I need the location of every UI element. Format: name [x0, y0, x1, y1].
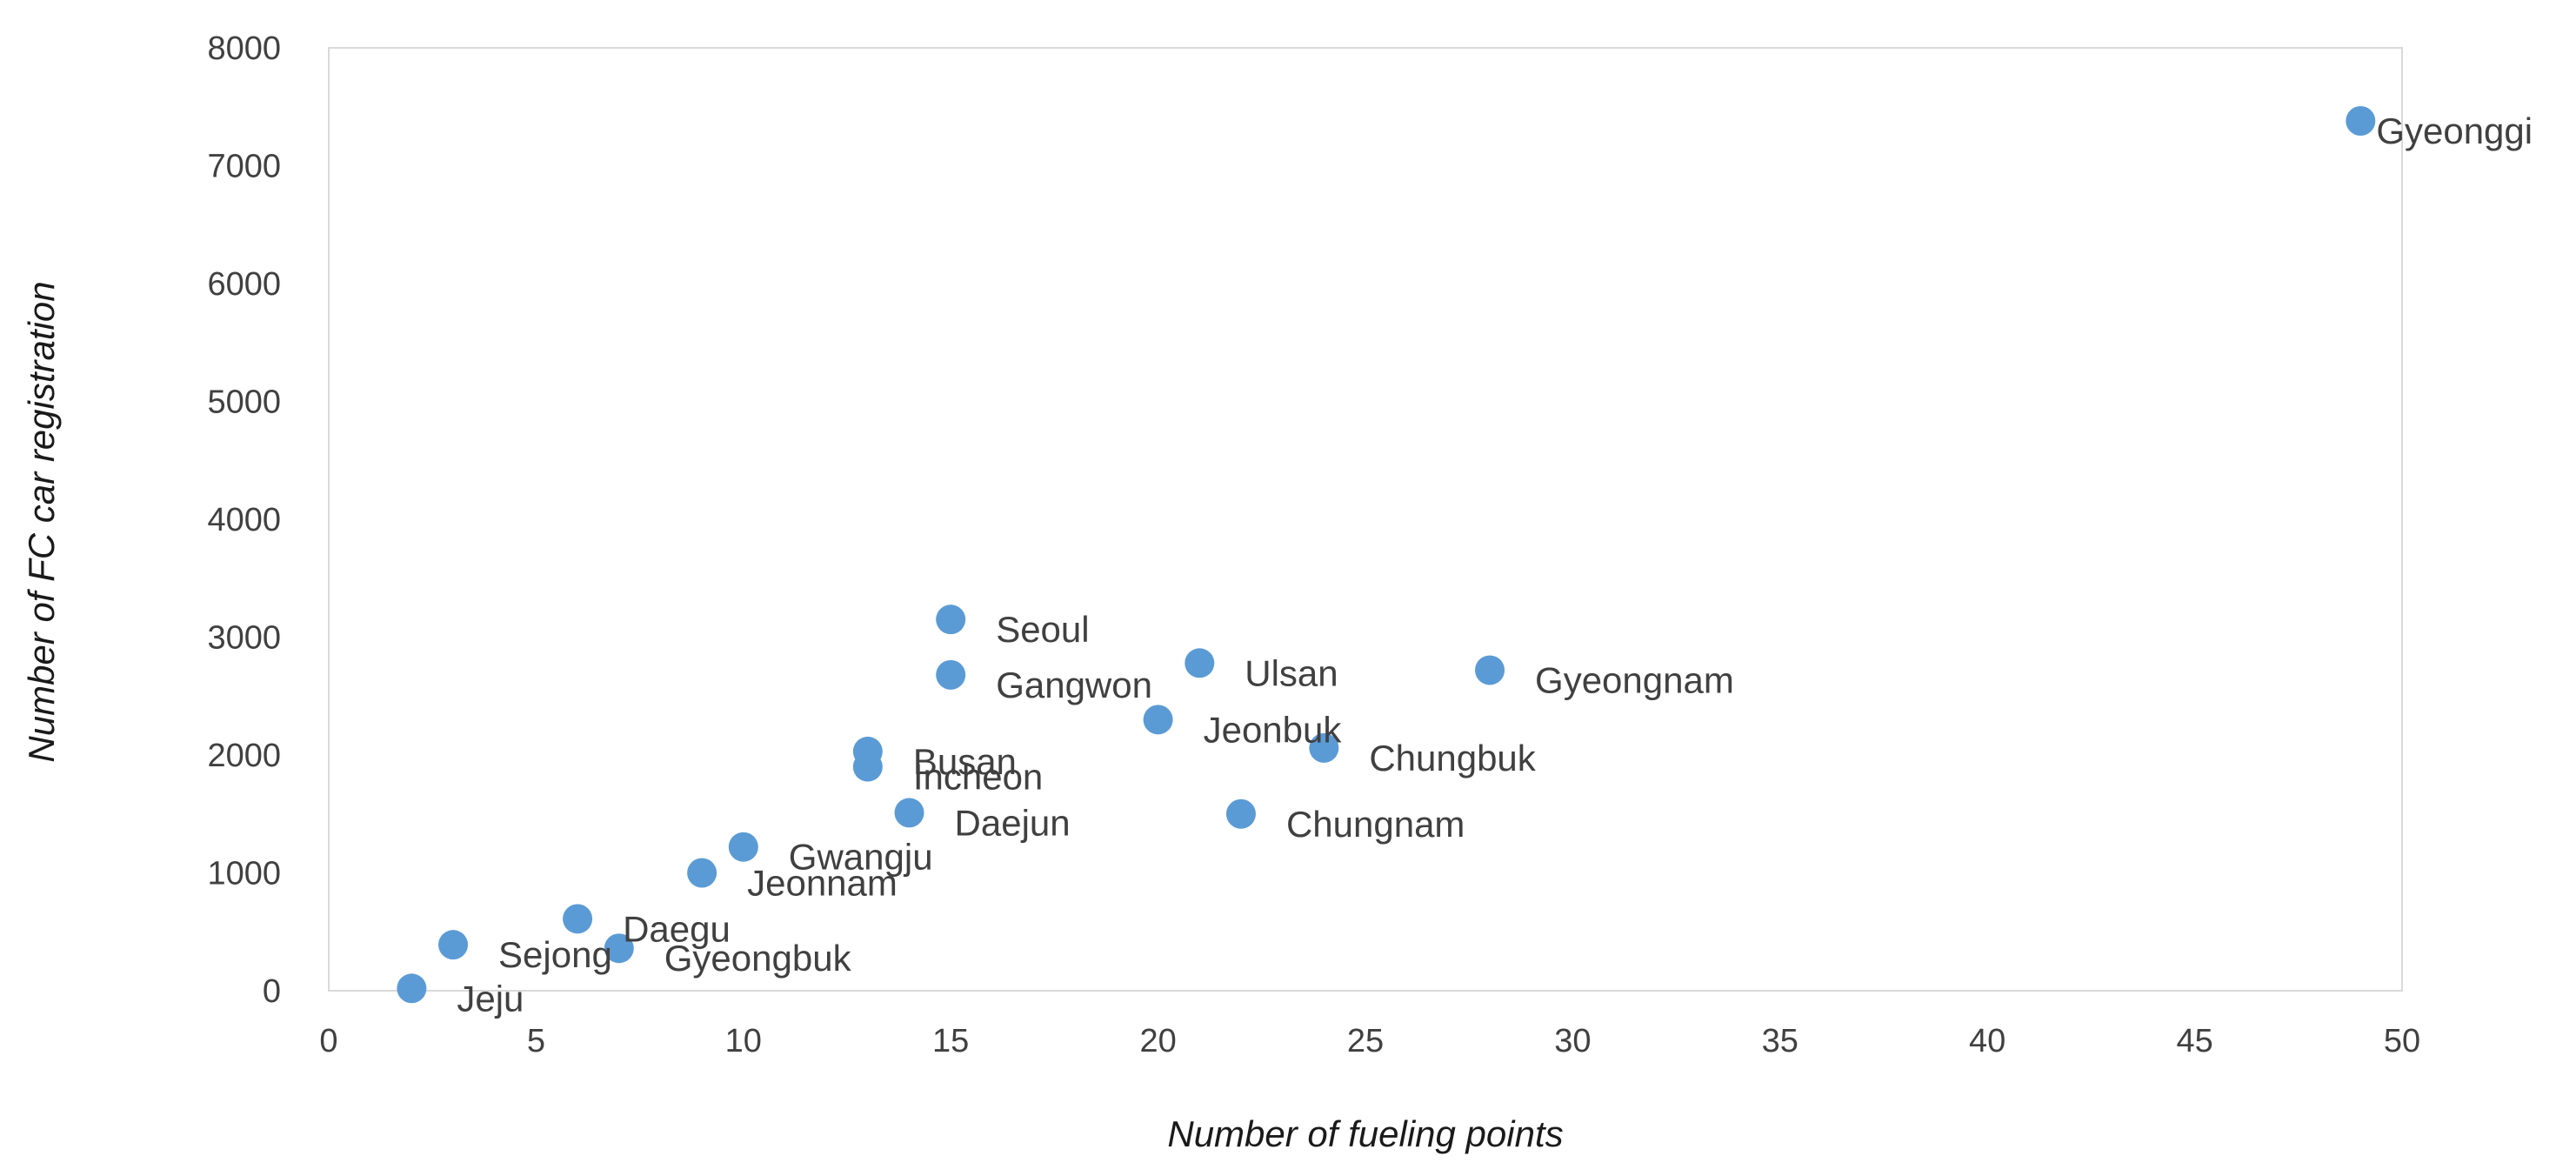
x-tick-label: 20: [1139, 1023, 1176, 1059]
y-tick-label: 8000: [207, 30, 281, 67]
y-tick-label: 5000: [207, 384, 281, 421]
y-tick-label: 7000: [207, 149, 281, 185]
x-tick-label: 35: [1762, 1023, 1799, 1059]
data-label-chungnam: Chungnam: [1286, 804, 1465, 845]
data-point-jeonnam: [687, 858, 717, 888]
data-point-daegu: [563, 904, 593, 934]
x-axis-title: Number of fueling points: [1167, 1113, 1563, 1154]
data-label-jeonbuk: Jeonbuk: [1204, 709, 1343, 750]
y-tick-label: 1000: [207, 856, 281, 892]
data-label-gyeongnam: Gyeongnam: [1535, 659, 1734, 700]
data-label-gangwon: Gangwon: [996, 665, 1152, 705]
data-label-seoul: Seoul: [996, 609, 1089, 650]
x-tick-label: 25: [1347, 1023, 1384, 1059]
data-point-gyeongnam: [1475, 655, 1505, 685]
plot-area-frame: [328, 47, 2403, 992]
x-tick-label: 10: [725, 1023, 762, 1059]
data-label-ulsan: Ulsan: [1245, 652, 1338, 693]
data-point-daejun: [894, 798, 924, 828]
data-label-incheon: Incheon: [913, 757, 1043, 798]
data-label-gyeongbuk: Gyeongbuk: [664, 938, 852, 979]
data-point-gwangju: [728, 832, 758, 862]
data-point-incheon: [852, 752, 883, 782]
x-tick-label: 40: [1969, 1023, 2005, 1059]
data-point-chungnam: [1225, 798, 1256, 829]
y-tick-label: 3000: [207, 620, 281, 657]
data-point-jeonbuk: [1143, 705, 1173, 735]
x-tick-label: 45: [2176, 1023, 2212, 1059]
x-tick-label: 30: [1554, 1023, 1591, 1059]
data-point-chungbuk: [1309, 732, 1339, 763]
y-tick-label: 6000: [207, 266, 281, 303]
y-tick-label: 0: [263, 973, 281, 1010]
data-label-sejong: Sejong: [498, 934, 612, 975]
data-point-jeju: [397, 973, 427, 1004]
y-axis-ticks: 0 1000 2000 3000 4000 5000 6000 7000 8000: [207, 30, 281, 1010]
data-label-jeju: Jeju: [457, 978, 524, 1019]
data-point-gangwon: [936, 659, 966, 690]
x-axis-ticks: 0 5 10 15 20 25 30 35 40 45 50: [319, 1023, 2420, 1059]
data-label-daegu: Daegu: [623, 908, 731, 949]
x-tick-label: 50: [2384, 1023, 2420, 1059]
data-label-jeonnam: Jeonnam: [747, 863, 898, 904]
data-points: [397, 106, 2376, 1004]
data-label-busan: Busan: [913, 741, 1017, 782]
data-labels: Gyeonggi Seoul Gangwon Ulsan Gyeongnam Jeonbu…: [457, 110, 2533, 1019]
data-point-sejong: [438, 930, 469, 960]
data-label-chungbuk: Chungbuk: [1369, 738, 1536, 778]
data-point-ulsan: [1185, 648, 1215, 678]
data-point-gyeongbuk: [604, 933, 634, 964]
data-label-gwangju: Gwangju: [789, 837, 933, 878]
x-tick-label: 0: [319, 1023, 337, 1059]
y-tick-label: 4000: [207, 502, 281, 538]
x-tick-label: 15: [932, 1023, 969, 1059]
data-label-daejun: Daejun: [955, 802, 1071, 843]
data-point-seoul: [936, 605, 966, 635]
y-axis-title: Number of FC car registration: [21, 281, 62, 762]
data-label-gyeonggi: Gyeonggi: [2376, 110, 2533, 151]
data-point-gyeonggi: [2346, 106, 2376, 137]
y-tick-label: 2000: [207, 738, 281, 774]
x-tick-label: 5: [527, 1023, 545, 1059]
